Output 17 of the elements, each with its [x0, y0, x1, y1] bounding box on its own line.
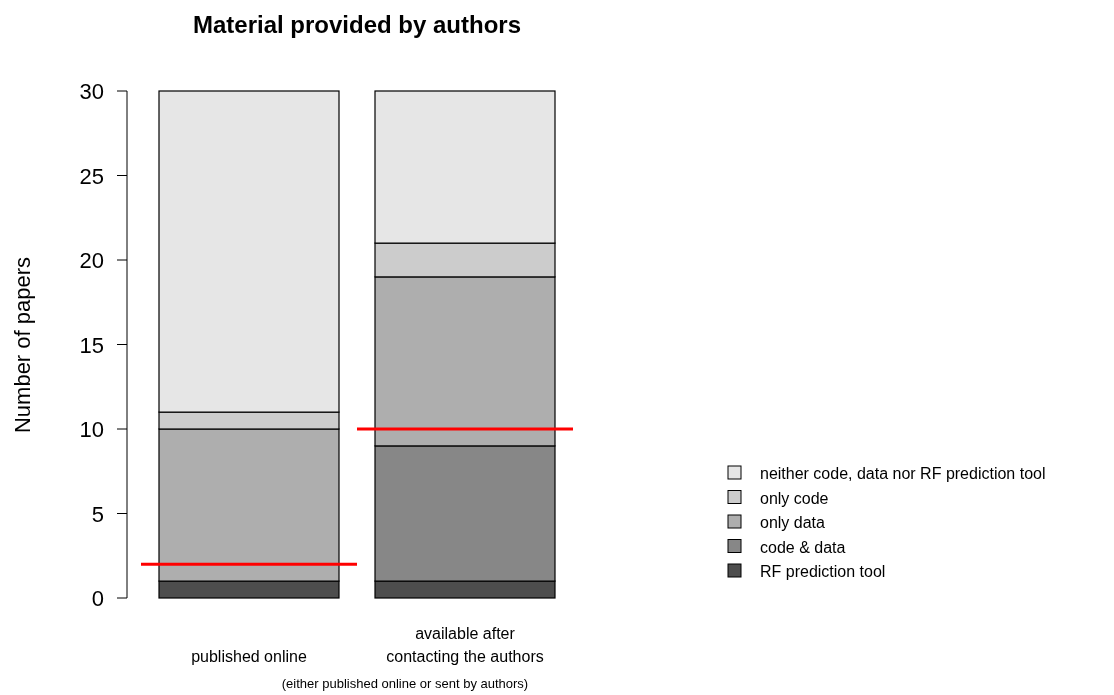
y-tick-label: 15: [79, 332, 104, 358]
x-tick-label: available after contacting the authors: [386, 625, 544, 665]
y-tick-label: 5: [91, 501, 104, 527]
y-tick-label: 20: [79, 248, 104, 273]
y-axis-title: Number of papers: [10, 256, 35, 434]
legend-label: only data: [760, 514, 826, 531]
y-tick-label: 30: [79, 79, 104, 104]
text: (either published online or sent by authors): [281, 676, 529, 691]
legend-label: code & data: [760, 538, 846, 556]
y-tick-label: 0: [91, 586, 104, 611]
y-tick-label: 25: [79, 163, 104, 189]
x-tick-label: published online: [191, 648, 307, 665]
legend-label: RF prediction tool: [760, 563, 886, 580]
legend-label: only code: [760, 489, 829, 507]
y-tick-label: 10: [79, 417, 104, 442]
chart-title: Material provided by authors: [192, 11, 522, 38]
legend-label: neither code, data nor RF prediction tool: [760, 465, 1046, 482]
